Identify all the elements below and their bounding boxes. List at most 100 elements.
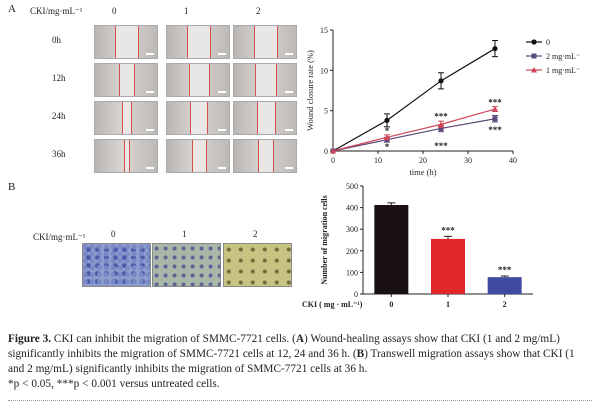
wound-gap (119, 64, 135, 96)
x-axis-label: time (h) (409, 167, 436, 177)
wound-image-r2-c0 (94, 101, 158, 135)
panel-b-col-0: 0 (111, 229, 116, 239)
wound-image-r0-c1 (166, 25, 230, 59)
y-tick-label: 10 (320, 66, 328, 75)
panel-b-row-label: CKI/mg·mL⁻¹ (33, 232, 86, 242)
transwell-image-0 (82, 243, 151, 287)
wound-gap (115, 26, 139, 58)
scale-bar (218, 129, 226, 131)
wound-gap (255, 64, 277, 96)
legend-marker (531, 67, 537, 73)
y-tick-label: 0 (354, 290, 358, 299)
x-tick-label: 40 (509, 156, 517, 165)
wound-gap (258, 140, 274, 172)
y-tick-label: 5 (324, 107, 328, 116)
significance-marker: *** (488, 125, 502, 135)
wound-image-r2-c2 (233, 101, 297, 135)
figure-label: Figure 3. (8, 333, 52, 345)
y-axis-label: Number of migration cells (320, 195, 329, 284)
transwell-image-1 (152, 243, 221, 287)
legend-marker (531, 53, 537, 59)
wound-image-r3-c2 (233, 139, 297, 173)
y-tick-label: 100 (346, 268, 358, 277)
wound-gap (190, 102, 208, 134)
bar (374, 205, 409, 294)
bar (487, 277, 522, 294)
y-tick-label: 300 (346, 225, 358, 234)
wound-image-r1-c0 (94, 63, 158, 97)
legend-label: 1 mg·mL⁻¹ (546, 66, 580, 75)
x-axis-label: CKI ( mg · mL⁻¹) (302, 300, 363, 309)
y-axis-label: Wound closure rate (%) (305, 50, 315, 131)
scale-bar (146, 129, 154, 131)
data-point (384, 117, 390, 123)
scale-bar (285, 129, 293, 131)
wound-image-r1-c2 (233, 63, 297, 97)
scale-bar (218, 53, 226, 55)
series-line (332, 108, 496, 152)
x-tick-label: 2 (503, 300, 507, 309)
wound-image-r2-c1 (166, 101, 230, 135)
series-line (332, 48, 496, 152)
significance-marker: *** (488, 98, 502, 108)
data-point (438, 121, 444, 127)
wound-image-r1-c1 (166, 63, 230, 97)
caption-ref-b: B (356, 348, 365, 360)
wound-gap (191, 140, 207, 172)
wound-image-r3-c0 (94, 139, 158, 173)
y-tick-label: 0 (324, 147, 328, 156)
caption-ref-a: A (295, 333, 305, 345)
data-point (492, 45, 498, 52)
data-point (438, 125, 444, 131)
significance-marker: *** (498, 265, 512, 275)
wound-gap (124, 140, 130, 172)
separator-line (8, 400, 592, 401)
data-point (330, 148, 336, 154)
x-tick-label: 20 (419, 156, 427, 165)
x-tick-label: 0 (389, 300, 393, 309)
transwell-image-2 (223, 243, 292, 287)
panel-a-col-2: 2 (256, 6, 261, 16)
caption-text-2: ) Wound-healing assays show that CKI (1 … (8, 333, 560, 360)
x-tick-label: 30 (464, 156, 472, 165)
scale-bar (146, 167, 154, 169)
wound-closure-line-chart: 0 5 10 15 0 10 20 30 40 time (h) Wound closure rat… (305, 26, 580, 177)
x-tick-label: 1 (446, 300, 450, 309)
panel-a-header-label: CKI/mg·mL⁻¹ (30, 6, 83, 16)
panel-a-letter: A (8, 3, 16, 15)
data-point (492, 116, 498, 122)
legend-label: 0 (546, 38, 550, 47)
figure-caption: Figure 3. CKI can inhibit the migration … (8, 332, 593, 392)
x-tick-label: 0 (331, 156, 335, 165)
data-point (492, 106, 498, 112)
y-tick-label: 500 (346, 182, 358, 191)
significance-marker: *** (441, 225, 455, 235)
panel-b-col-2: 2 (253, 229, 258, 239)
wound-image-r0-c2 (233, 25, 297, 59)
y-tick-label: 200 (346, 247, 358, 256)
significance-marker: *** (434, 141, 448, 151)
scale-bar (218, 167, 226, 169)
wound-gap (122, 102, 132, 134)
scale-bar (285, 167, 293, 169)
panel-a-row-36h: 36h (52, 149, 66, 159)
wound-gap (187, 26, 211, 58)
scale-bar (218, 91, 226, 93)
caption-footnote: *p < 0.05, ***p < 0.001 versus untreated… (8, 378, 220, 390)
y-tick-label: 400 (346, 204, 358, 213)
bar (431, 238, 465, 294)
legend-marker (531, 39, 537, 45)
significance-marker: * (385, 126, 390, 136)
wound-image-r0-c0 (94, 25, 158, 59)
series-line (332, 118, 496, 152)
x-tick-label: 10 (374, 156, 382, 165)
wound-gap (188, 64, 210, 96)
panel-a-col-1: 1 (184, 6, 189, 16)
scale-bar (285, 53, 293, 55)
significance-marker: * (385, 142, 390, 152)
legend-label: 2 mg·mL⁻¹ (546, 52, 580, 61)
scale-bar (146, 53, 154, 55)
caption-text-3: ) Transwell migration assays show that C… (8, 348, 575, 375)
scale-bar (285, 91, 293, 93)
panel-b-letter: B (8, 181, 16, 193)
